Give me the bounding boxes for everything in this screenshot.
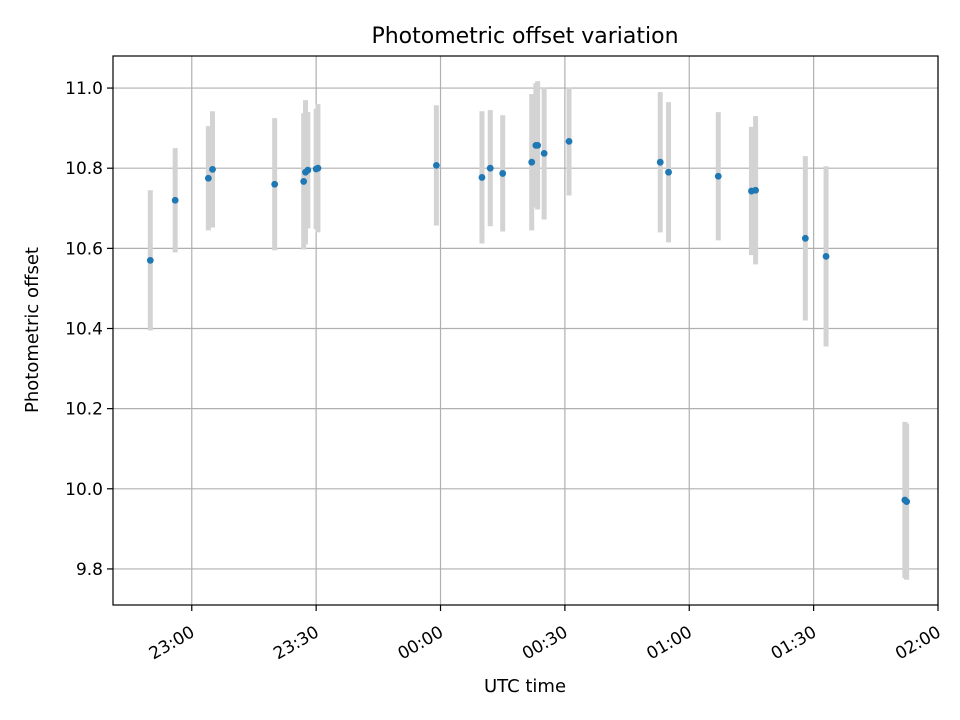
data-point: [565, 137, 573, 145]
data-point: [300, 178, 308, 185]
plot-frame: [112, 55, 939, 606]
data-point: [486, 164, 494, 172]
data-point: [314, 164, 322, 172]
y-axis: 9.8 10.0 10.2 10.4 10.6 10.8 11.0: [65, 79, 113, 580]
data-point: [665, 168, 672, 176]
data-point: [540, 149, 548, 157]
y-tick-label: 10.2: [65, 400, 103, 420]
data-point: [752, 186, 759, 194]
x-axis-label: UTC time: [484, 676, 566, 697]
data-point: [171, 196, 179, 204]
data-point: [534, 141, 542, 149]
data-point: [146, 256, 154, 264]
x-tick-label: 01:00: [643, 622, 695, 664]
data-point: [528, 158, 536, 166]
x-tick-label: 02:00: [892, 622, 944, 664]
x-tick-label: 00:00: [395, 622, 447, 664]
y-tick-label: 9.8: [76, 560, 103, 580]
data-point: [209, 166, 216, 173]
data-point: [432, 161, 440, 169]
y-tick-label: 10.6: [65, 239, 103, 259]
y-tick-label: 10.0: [65, 480, 103, 500]
y-tick-label: 10.8: [65, 159, 103, 179]
x-tick-label: 00:30: [519, 622, 571, 664]
data-point: [304, 166, 312, 174]
y-axis-label: Photometric offset: [22, 247, 43, 413]
data-point: [204, 174, 212, 182]
y-tick-label: 11.0: [65, 79, 103, 99]
data-point: [801, 234, 809, 242]
chart-title: Photometric offset variation: [371, 24, 678, 49]
x-tick-label: 23:00: [146, 622, 198, 664]
data-points: [146, 137, 911, 506]
data-point: [822, 252, 830, 260]
data-point: [478, 174, 486, 181]
grid: [113, 56, 939, 605]
data-point: [271, 180, 279, 188]
data-point: [499, 170, 507, 177]
data-point: [714, 172, 722, 180]
error-bars: [147, 81, 910, 580]
data-point: [903, 498, 911, 506]
x-tick-label: 23:30: [270, 622, 322, 664]
x-axis: 23:00 23:30 00:00 00:30 01:00 01:30 02:00: [146, 605, 945, 664]
data-point: [656, 158, 664, 166]
x-tick-label: 01:30: [768, 622, 820, 664]
y-tick-label: 10.4: [65, 319, 103, 339]
